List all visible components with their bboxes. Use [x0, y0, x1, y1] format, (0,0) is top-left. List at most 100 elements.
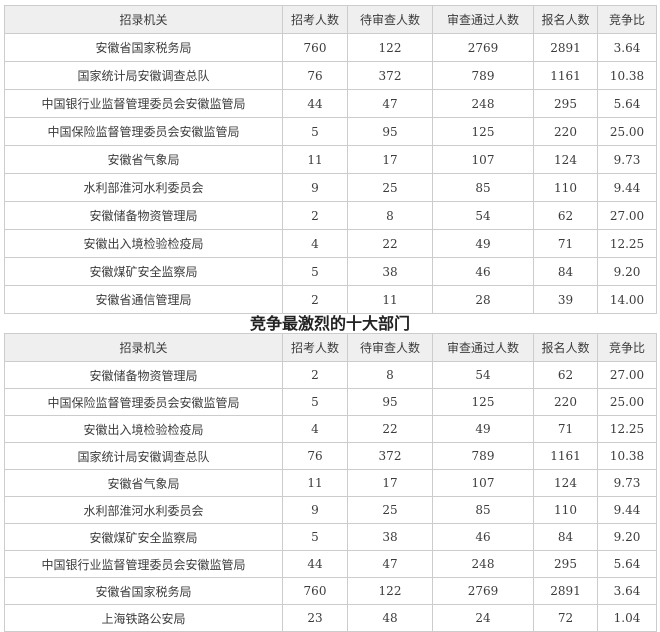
agency-name-cell: 上海铁路公安局 — [4, 604, 283, 632]
agency-name-cell: 安徽省气象局 — [4, 469, 283, 497]
value-cell: 71 — [533, 229, 598, 258]
table-header-row: 招录机关 招考人数 待审查人数 审查通过人数 报名人数 竞争比 — [4, 333, 657, 362]
value-cell: 295 — [533, 550, 598, 578]
value-cell: 372 — [347, 61, 433, 90]
value-cell: 125 — [432, 388, 534, 416]
column-header: 招考人数 — [282, 333, 348, 362]
value-cell: 124 — [533, 469, 598, 497]
agency-name-cell: 安徽出入境检验检疫局 — [4, 229, 283, 258]
value-cell: 9.73 — [597, 145, 657, 174]
value-cell: 110 — [533, 496, 598, 524]
value-cell: 48 — [347, 604, 433, 632]
value-cell: 11 — [282, 145, 348, 174]
table-row: 水利部淮河水利委员会 9 25 85 110 9.44 — [4, 496, 657, 524]
agency-name-cell: 安徽省通信管理局 — [4, 285, 283, 314]
table-row: 中国银行业监督管理委员会安徽监管局 44 47 248 295 5.64 — [4, 550, 657, 578]
value-cell: 49 — [432, 229, 534, 258]
value-cell: 9.73 — [597, 469, 657, 497]
value-cell: 9.44 — [597, 496, 657, 524]
value-cell: 25 — [347, 173, 433, 202]
table-row: 安徽省气象局 11 17 107 124 9.73 — [4, 145, 657, 174]
value-cell: 84 — [533, 523, 598, 551]
agency-name-cell: 安徽煤矿安全监察局 — [4, 523, 283, 551]
value-cell: 9 — [282, 496, 348, 524]
value-cell: 1.04 — [597, 604, 657, 632]
value-cell: 1161 — [533, 442, 598, 470]
value-cell: 124 — [533, 145, 598, 174]
value-cell: 47 — [347, 89, 433, 118]
value-cell: 17 — [347, 469, 433, 497]
value-cell: 44 — [282, 89, 348, 118]
value-cell: 10.38 — [597, 442, 657, 470]
table-row: 安徽出入境检验检疫局 4 22 49 71 12.25 — [4, 229, 657, 258]
value-cell: 39 — [533, 285, 598, 314]
table-row: 安徽储备物资管理局 2 8 54 62 27.00 — [4, 361, 657, 389]
value-cell: 5 — [282, 117, 348, 146]
column-header: 待审查人数 — [347, 5, 433, 34]
value-cell: 11 — [282, 469, 348, 497]
agency-name-cell: 安徽省气象局 — [4, 145, 283, 174]
value-cell: 9 — [282, 173, 348, 202]
value-cell: 25.00 — [597, 388, 657, 416]
value-cell: 4 — [282, 415, 348, 443]
table-row: 安徽出入境检验检疫局 4 22 49 71 12.25 — [4, 415, 657, 443]
table-row: 上海铁路公安局 23 48 24 72 1.04 — [4, 604, 657, 632]
value-cell: 12.25 — [597, 415, 657, 443]
column-header: 待审查人数 — [347, 333, 433, 362]
table-row: 安徽省国家税务局 760 122 2769 2891 3.64 — [4, 33, 657, 62]
value-cell: 2891 — [533, 577, 598, 605]
value-cell: 8 — [347, 361, 433, 389]
table-row: 安徽煤矿安全监察局 5 38 46 84 9.20 — [4, 257, 657, 286]
column-header: 招录机关 — [4, 5, 283, 34]
value-cell: 789 — [432, 442, 534, 470]
value-cell: 49 — [432, 415, 534, 443]
value-cell: 46 — [432, 523, 534, 551]
agency-name-cell: 中国银行业监督管理委员会安徽监管局 — [4, 550, 283, 578]
agency-name-cell: 安徽省国家税务局 — [4, 33, 283, 62]
value-cell: 760 — [282, 33, 348, 62]
value-cell: 107 — [432, 469, 534, 497]
value-cell: 12.25 — [597, 229, 657, 258]
value-cell: 38 — [347, 257, 433, 286]
agency-stats-table: 招录机关 招考人数 待审查人数 审查通过人数 报名人数 竞争比 安徽省国家税务局 760 12… — [4, 5, 657, 314]
value-cell: 2 — [282, 285, 348, 314]
column-header: 审查通过人数 — [432, 333, 534, 362]
column-header: 招考人数 — [282, 5, 348, 34]
value-cell: 22 — [347, 415, 433, 443]
value-cell: 38 — [347, 523, 433, 551]
value-cell: 789 — [432, 61, 534, 90]
value-cell: 122 — [347, 577, 433, 605]
agency-name-cell: 安徽煤矿安全监察局 — [4, 257, 283, 286]
value-cell: 9.20 — [597, 257, 657, 286]
agency-name-cell: 水利部淮河水利委员会 — [4, 173, 283, 202]
value-cell: 11 — [347, 285, 433, 314]
value-cell: 23 — [282, 604, 348, 632]
value-cell: 248 — [432, 89, 534, 118]
table-row: 安徽省国家税务局 760 122 2769 2891 3.64 — [4, 577, 657, 605]
value-cell: 85 — [432, 496, 534, 524]
value-cell: 25.00 — [597, 117, 657, 146]
value-cell: 5 — [282, 388, 348, 416]
value-cell: 5.64 — [597, 89, 657, 118]
value-cell: 72 — [533, 604, 598, 632]
table-row: 中国保险监督管理委员会安徽监管局 5 95 125 220 25.00 — [4, 117, 657, 146]
column-header: 竞争比 — [597, 333, 657, 362]
value-cell: 760 — [282, 577, 348, 605]
value-cell: 220 — [533, 388, 598, 416]
value-cell: 9.44 — [597, 173, 657, 202]
value-cell: 295 — [533, 89, 598, 118]
value-cell: 17 — [347, 145, 433, 174]
table-row: 水利部淮河水利委员会 9 25 85 110 9.44 — [4, 173, 657, 202]
agency-name-cell: 中国保险监督管理委员会安徽监管局 — [4, 117, 283, 146]
column-header: 招录机关 — [4, 333, 283, 362]
value-cell: 2891 — [533, 33, 598, 62]
value-cell: 95 — [347, 388, 433, 416]
table-row: 中国保险监督管理委员会安徽监管局 5 95 125 220 25.00 — [4, 388, 657, 416]
value-cell: 25 — [347, 496, 433, 524]
value-cell: 27.00 — [597, 201, 657, 230]
value-cell: 76 — [282, 442, 348, 470]
agency-name-cell: 安徽省国家税务局 — [4, 577, 283, 605]
value-cell: 248 — [432, 550, 534, 578]
value-cell: 125 — [432, 117, 534, 146]
